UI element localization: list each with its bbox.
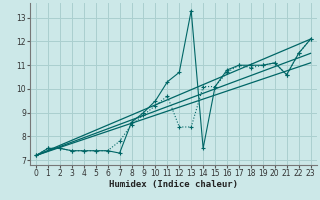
X-axis label: Humidex (Indice chaleur): Humidex (Indice chaleur) <box>109 180 238 189</box>
